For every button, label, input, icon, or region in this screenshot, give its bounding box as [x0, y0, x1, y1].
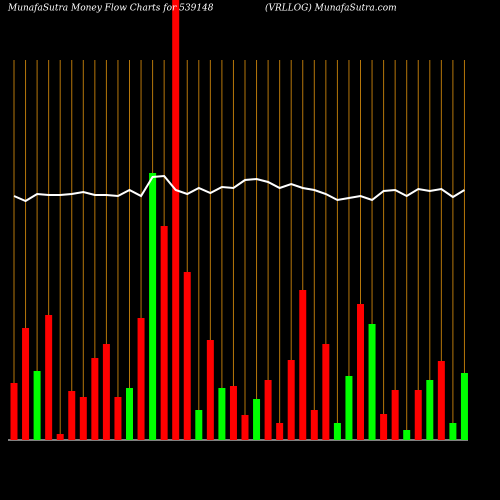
bar: [449, 423, 457, 440]
bar: [310, 410, 318, 440]
bar: [322, 344, 330, 440]
bar: [368, 324, 376, 440]
bar: [253, 399, 261, 440]
bar: [56, 434, 64, 440]
bar: [357, 304, 364, 440]
bar: [460, 373, 468, 440]
bar: [79, 397, 87, 440]
bar: [380, 414, 388, 440]
bar: [195, 410, 203, 440]
bar: [102, 344, 110, 440]
bar: [333, 423, 341, 440]
bar: [287, 360, 295, 440]
bar: [160, 226, 168, 440]
bar: [126, 388, 133, 440]
bar: [183, 272, 191, 440]
chart-subtitle: (VRLLOG) MunafaSutra.com: [265, 3, 397, 14]
bar: [206, 340, 214, 440]
price-line: [13, 174, 465, 203]
bar: [137, 318, 145, 440]
bar: [276, 423, 284, 440]
bar: [403, 430, 411, 440]
bar: [264, 380, 272, 440]
bar: [391, 390, 399, 440]
bar: [114, 397, 122, 440]
bar: [414, 390, 422, 440]
bar: [345, 376, 353, 440]
bar: [229, 386, 237, 440]
bar: [45, 315, 53, 440]
bar: [218, 388, 226, 440]
bar: [299, 290, 307, 440]
bar: [33, 371, 41, 440]
bar: [68, 391, 76, 440]
bar: [172, 0, 180, 440]
bar: [426, 380, 434, 440]
bar: [437, 361, 445, 440]
chart-title: MunafaSutra Money Flow Charts for 539148: [7, 4, 214, 14]
bar: [10, 383, 18, 440]
bar: [149, 173, 157, 440]
bar: [241, 415, 249, 440]
bar: [22, 328, 30, 440]
bar: [91, 358, 99, 440]
